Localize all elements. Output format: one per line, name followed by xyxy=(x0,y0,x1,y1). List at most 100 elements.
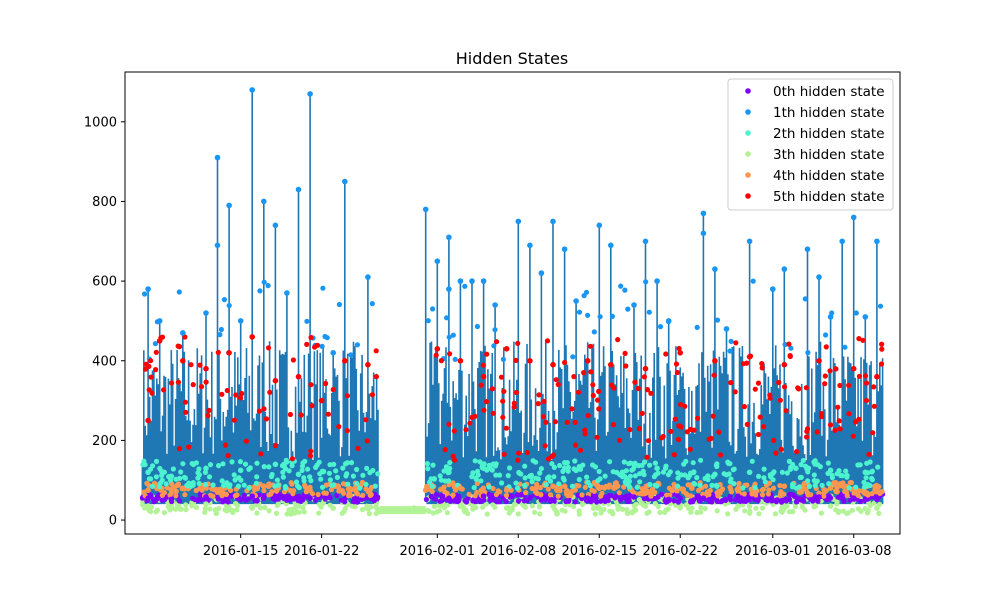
series-5-filler-point xyxy=(759,365,765,371)
series-0-filler-point xyxy=(462,497,468,504)
series-5-filler-point xyxy=(717,452,724,458)
series-3-filler-point xyxy=(234,507,240,513)
series-4-filler-point xyxy=(207,492,214,498)
series-0-filler-point xyxy=(176,498,182,504)
series-2-filler-point xyxy=(479,461,485,467)
series-4-filler-point xyxy=(232,493,238,499)
series-4-filler-point xyxy=(704,489,711,495)
series-0-filler-point xyxy=(509,493,516,499)
gap-band-0 xyxy=(379,506,426,515)
series-2-filler-point xyxy=(486,484,492,490)
series-2-filler-point xyxy=(602,473,608,479)
series-3-filler-point xyxy=(652,501,658,507)
series-0-point xyxy=(665,496,672,503)
series-5-filler-point xyxy=(483,399,490,405)
series-1-point xyxy=(307,91,313,97)
series-0-filler-point xyxy=(275,496,281,502)
series-4-filler-point xyxy=(171,485,177,491)
series-0-filler-point xyxy=(351,496,357,502)
series-5-filler-point xyxy=(836,418,842,424)
series-3-filler-point xyxy=(273,510,280,516)
series-1-point xyxy=(804,246,811,252)
series-5-filler-point xyxy=(536,392,542,398)
x-tick-label: 2016-03-08 xyxy=(816,544,892,559)
series-5-filler-point xyxy=(515,457,521,463)
series-5-filler-point xyxy=(860,337,866,343)
series-5-filler-point xyxy=(219,391,225,397)
series-1-point xyxy=(237,318,244,324)
series-2-filler-point xyxy=(623,477,630,483)
series-1-point xyxy=(214,154,221,161)
series-5-filler-point xyxy=(778,446,784,452)
series-2-filler-point xyxy=(557,462,563,469)
series-2-filler-point xyxy=(787,466,794,472)
series-2-filler-point xyxy=(182,475,188,481)
series-2-filler-point xyxy=(767,472,773,478)
series-5-filler-point xyxy=(190,382,196,388)
series-1-filler-point xyxy=(618,283,624,289)
series-1-point xyxy=(874,238,880,245)
series-5-filler-point xyxy=(307,453,314,459)
y-tick-label: 800 xyxy=(92,195,117,210)
series-4-filler-point xyxy=(766,487,772,493)
series-5-filler-point xyxy=(674,369,681,376)
series-0-point xyxy=(538,497,545,503)
series-4-filler-point xyxy=(861,490,868,496)
series-3-filler-point xyxy=(725,511,731,517)
series-5-filler-point xyxy=(611,385,617,391)
series-2-filler-point xyxy=(429,483,435,489)
series-5-filler-point xyxy=(636,425,643,432)
series-4-filler-point xyxy=(444,490,450,496)
series-2-filler-point xyxy=(861,479,867,485)
series-3-filler-point xyxy=(529,503,535,509)
series-3-filler-point xyxy=(506,510,512,516)
series-0-point xyxy=(735,493,741,500)
series-3-filler-point xyxy=(753,505,759,511)
series-3-filler-point xyxy=(620,506,626,512)
series-2-filler-point xyxy=(299,463,306,469)
series-2-filler-point xyxy=(572,458,578,464)
series-5-filler-point xyxy=(672,416,678,422)
series-3-filler-point xyxy=(636,497,643,503)
series-0-filler-point xyxy=(342,499,348,505)
series-5-filler-point xyxy=(552,419,559,425)
series-5-point xyxy=(365,361,371,368)
series-3-filler-point xyxy=(436,502,442,508)
series-1-point xyxy=(816,274,822,280)
series-2-filler-point xyxy=(375,471,381,477)
series-2-filler-point xyxy=(560,468,566,474)
series-4-filler-point xyxy=(288,480,294,486)
series-2-filler-point xyxy=(219,478,225,484)
series-1-filler xyxy=(142,278,884,362)
series-1-point xyxy=(862,314,869,320)
series-2-filler-point xyxy=(364,465,370,471)
series-2-filler-point xyxy=(301,478,307,484)
series-3-filler-point xyxy=(536,504,543,510)
series-5-filler-point xyxy=(732,389,738,395)
series-4-filler-point xyxy=(621,484,627,490)
series-2-filler-point xyxy=(634,484,640,490)
series-2-filler-point xyxy=(861,484,868,490)
series-0-point xyxy=(700,495,707,502)
series-2-filler-point xyxy=(178,469,184,475)
series-5-point xyxy=(203,365,209,372)
series-3-filler-point xyxy=(698,505,704,511)
series-4-filler-point xyxy=(534,481,540,487)
series-0-filler-point xyxy=(566,498,572,504)
series-2-filler-point xyxy=(253,480,259,486)
series-4-filler-point xyxy=(606,484,612,490)
series-0-filler-point xyxy=(840,496,846,502)
series-2-filler-point xyxy=(709,482,715,488)
series-4-filler-point xyxy=(823,488,829,494)
series-5-filler-point xyxy=(755,380,762,386)
series-2-point xyxy=(862,469,869,476)
series-4-filler-point xyxy=(804,489,810,495)
series-3-filler-point xyxy=(254,510,260,516)
series-3-point xyxy=(203,501,209,507)
series-1-filler-point xyxy=(727,348,733,354)
series-2-filler-point xyxy=(437,473,443,479)
series-2-filler-point xyxy=(556,481,562,487)
series-5-filler-point xyxy=(452,457,458,463)
series-5-filler-point xyxy=(446,421,452,427)
series-2-filler-point xyxy=(340,465,346,471)
